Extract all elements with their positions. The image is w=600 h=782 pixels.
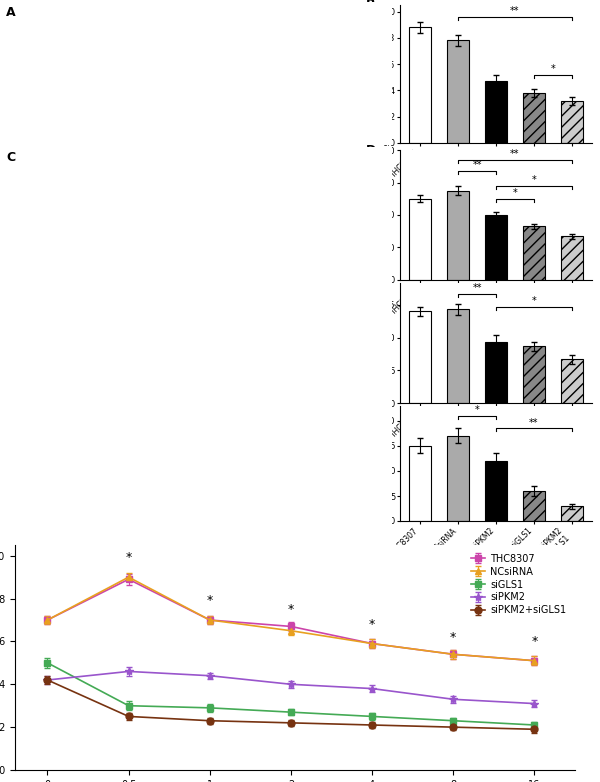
Text: **: ** — [529, 418, 539, 428]
Bar — [560, 360, 583, 403]
Text: *: * — [531, 635, 538, 647]
Y-axis label: Clone Formation: Clone Formation — [367, 37, 376, 111]
Text: *: * — [125, 551, 132, 565]
Bar — [523, 93, 545, 143]
Text: *: * — [532, 174, 536, 185]
Text: *: * — [475, 405, 479, 415]
Legend: THC8307, NCsiRNA, siGLS1, siPKM2, siPKM2+siGLS1: THC8307, NCsiRNA, siGLS1, siPKM2, siPKM2… — [467, 550, 570, 619]
Bar — [409, 311, 431, 403]
Y-axis label: Migration Rate(%): Migration Rate(%) — [370, 174, 379, 256]
Text: *: * — [551, 63, 555, 74]
Bar — [446, 436, 469, 521]
Text: **: ** — [472, 160, 482, 170]
Bar — [446, 41, 469, 143]
Bar — [409, 199, 431, 280]
Bar — [523, 491, 545, 521]
Bar — [523, 226, 545, 280]
Text: *: * — [288, 603, 294, 615]
Bar — [446, 191, 469, 280]
Bar — [485, 461, 508, 521]
Y-axis label: Cell Number: Cell Number — [370, 315, 379, 371]
Bar — [446, 309, 469, 403]
Y-axis label: Cell Number: Cell Number — [370, 436, 379, 492]
Text: B: B — [365, 0, 375, 11]
Text: E: E — [365, 277, 374, 290]
Bar — [409, 27, 431, 143]
Text: *: * — [532, 296, 536, 306]
Text: A: A — [6, 6, 16, 20]
Bar — [485, 215, 508, 280]
Bar — [485, 81, 508, 143]
Bar — [485, 342, 508, 403]
Bar — [560, 101, 583, 143]
Text: **: ** — [472, 283, 482, 293]
Text: F: F — [365, 400, 374, 413]
Bar — [560, 506, 583, 521]
Text: C: C — [6, 151, 15, 164]
Text: D: D — [365, 144, 376, 156]
Bar — [523, 346, 545, 403]
Bar — [560, 236, 583, 280]
Bar — [409, 446, 431, 521]
Text: *: * — [450, 630, 457, 644]
Text: **: ** — [510, 5, 520, 16]
Text: **: ** — [510, 149, 520, 159]
Text: *: * — [206, 594, 213, 607]
Text: *: * — [512, 188, 517, 198]
Text: *: * — [369, 618, 375, 631]
